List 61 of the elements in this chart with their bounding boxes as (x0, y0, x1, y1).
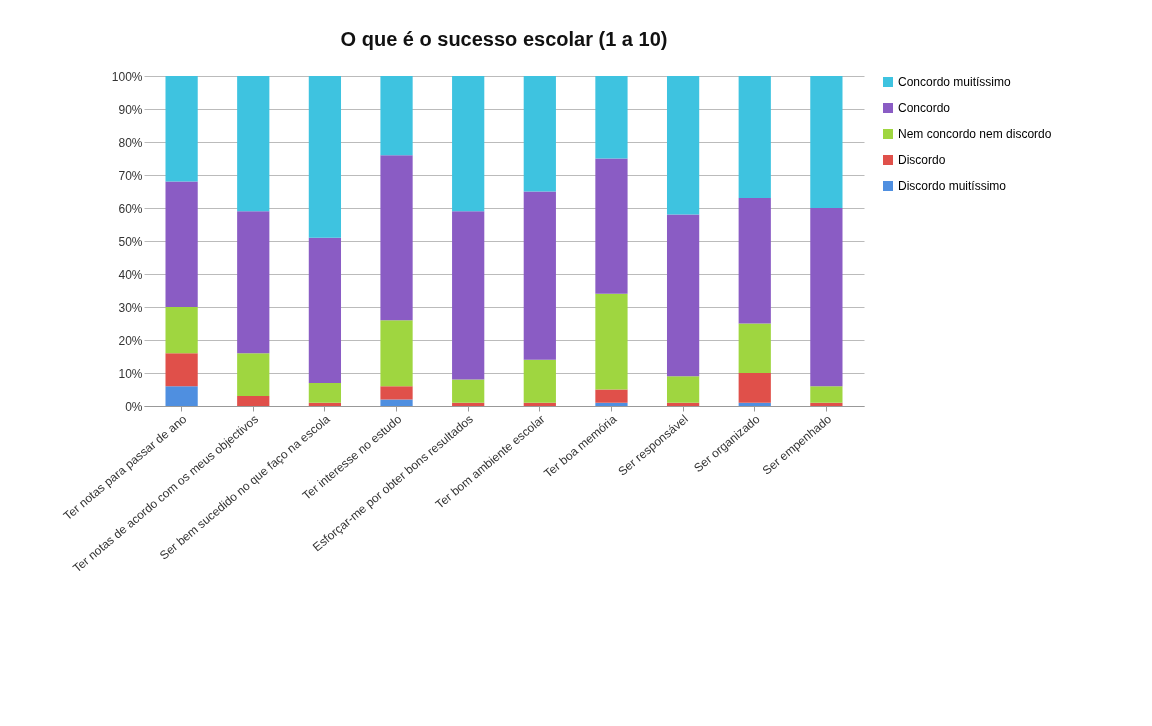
bar (738, 402, 771, 406)
bar (666, 402, 700, 406)
legend-label: Discordo (898, 153, 946, 167)
y-tick-label: 20% (118, 333, 143, 348)
bar (810, 386, 843, 403)
bar (523, 191, 556, 360)
legend-label: Concordo muitíssimo (898, 75, 1012, 89)
y-tick-label: 30% (118, 300, 143, 315)
bar (380, 320, 413, 387)
chart-title: O que é o sucesso escolar (1 a 10) (340, 28, 668, 50)
bar (595, 76, 628, 159)
bar (666, 376, 700, 403)
bar (738, 76, 771, 199)
y-tick-label: 50% (118, 234, 143, 249)
bar (380, 76, 413, 156)
bar (738, 373, 771, 403)
bar (237, 396, 270, 406)
bar (738, 198, 771, 324)
bar (810, 208, 843, 387)
bar (452, 76, 485, 212)
bar (165, 307, 198, 354)
bar (380, 399, 413, 406)
bar (165, 181, 198, 307)
bar (165, 386, 198, 406)
y-tick-label: 70% (118, 168, 143, 183)
legend-label: Nem concordo nem discordo (898, 127, 1052, 141)
bar (237, 353, 270, 397)
bar (452, 211, 485, 380)
bar (666, 214, 700, 377)
bar (308, 237, 342, 383)
y-tick-label: 0% (125, 399, 143, 414)
bar (165, 353, 198, 387)
bar (595, 158, 628, 294)
y-tick-label: 60% (118, 201, 143, 216)
bar (523, 76, 556, 192)
y-tick-label: 10% (118, 366, 143, 381)
bar (738, 323, 771, 373)
bar (595, 389, 628, 403)
y-tick-label: 80% (118, 135, 143, 150)
bar (237, 211, 270, 354)
bar (595, 293, 628, 390)
y-tick-label: 90% (118, 102, 143, 117)
bar (237, 76, 270, 212)
bar (308, 402, 342, 406)
bar (308, 382, 342, 403)
bar (165, 76, 198, 182)
bar (452, 402, 485, 406)
bar (308, 76, 342, 238)
legend-label: Concordo (898, 101, 951, 115)
bar (666, 76, 700, 215)
bar (523, 402, 556, 406)
bar (523, 359, 556, 403)
bar (380, 386, 413, 400)
legend-label: Discordo muitíssimo (898, 179, 1007, 193)
bar (810, 76, 843, 208)
y-tick-label: 100% (111, 69, 143, 84)
bar (810, 402, 843, 406)
bar (380, 155, 413, 321)
y-tick-label: 40% (118, 267, 143, 282)
bar (595, 402, 628, 406)
bar (452, 379, 485, 403)
